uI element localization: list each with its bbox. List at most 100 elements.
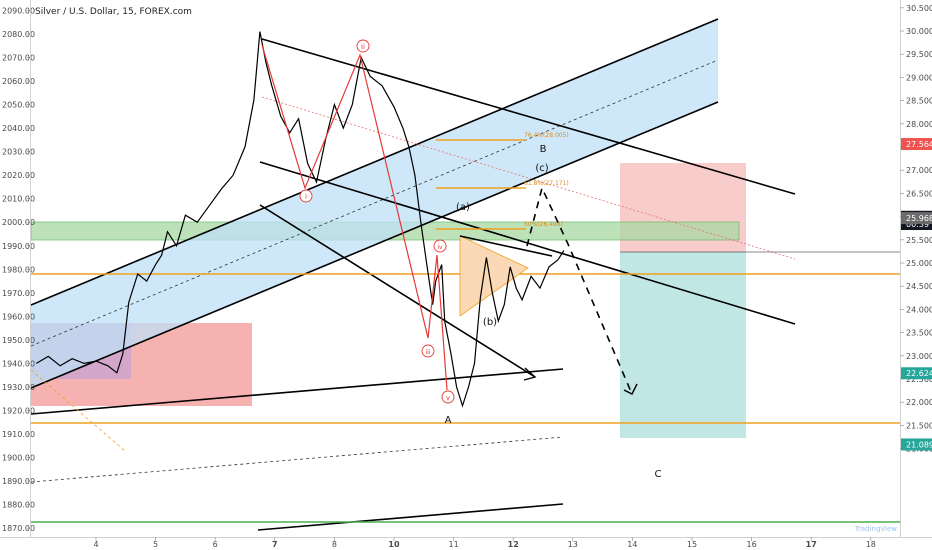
right-tick-label: 23.000 — [906, 352, 932, 361]
wave-ii-label: ii — [361, 43, 365, 51]
left-tick-label: 1960.00 — [2, 312, 35, 321]
time-tick-label: 8 — [332, 540, 337, 549]
price-tag-label: 00:39 — [906, 220, 929, 229]
right-tick-label: 24.000 — [906, 305, 932, 314]
upper-downtrend-line — [261, 38, 796, 195]
wave-C-label: C — [655, 469, 662, 480]
left-tick-label: 1990.00 — [2, 242, 35, 251]
rising-channel — [30, 18, 719, 389]
price-tag-label: 22.624 — [906, 369, 932, 378]
left-tick-label: 2070.00 — [2, 54, 35, 63]
channel-upper-line — [30, 18, 719, 306]
left-tick-label: 1970.00 — [2, 289, 35, 298]
right-tick-label: 28.500 — [906, 97, 932, 106]
left-tick-label: 1890.00 — [2, 477, 35, 486]
right-tick-label: 30.000 — [906, 27, 932, 36]
time-tick-label: 17 — [806, 540, 817, 549]
fib-50-label: 50%(26.498) — [524, 221, 563, 228]
left-tick-label: 1940.00 — [2, 359, 35, 368]
left-tick-label: 1930.00 — [2, 383, 35, 392]
left-tick-label: 2080.00 — [2, 30, 35, 39]
wave-v-circle — [441, 390, 455, 404]
target-zone — [620, 252, 746, 438]
orange-dotted-line — [30, 369, 126, 452]
left-tick-label: 1910.00 — [2, 430, 35, 439]
right-tick-label: 25.500 — [906, 236, 932, 245]
wave-A-label: A — [445, 415, 452, 426]
wave-c-label: (c) — [535, 163, 548, 174]
time-tick-label: 7 — [272, 540, 278, 549]
right-tick-label: 21.500 — [906, 421, 932, 430]
lower-downtrend-arrow-line — [259, 204, 536, 378]
left-tick-label: 1870.00 — [2, 524, 35, 533]
time-tick-label: 11 — [449, 540, 459, 549]
chart-title: Silver / U.S. Dollar, 15, FOREX.com — [35, 7, 192, 17]
price-tag-label: 21.089 — [906, 440, 932, 449]
wave-ii-circle — [356, 39, 370, 53]
wave-iii-circle — [421, 344, 435, 358]
right-tick-label: 22.000 — [906, 398, 932, 407]
zones-layer — [30, 163, 746, 438]
wave-a-label: (a) — [456, 202, 470, 213]
wave-v-label: v — [446, 394, 450, 402]
time-tick-label: 10 — [388, 540, 400, 549]
left-tick-label: 2020.00 — [2, 171, 35, 180]
wave-b-label: (b) — [483, 317, 497, 328]
price-tag-label: 27.564 — [906, 140, 932, 149]
left-tick-label: 1950.00 — [2, 336, 35, 345]
triangle-upper-line — [459, 235, 553, 257]
left-tick-label: 1900.00 — [2, 454, 35, 463]
price-tag — [901, 367, 932, 380]
triangle-fill — [459, 235, 529, 317]
rising-support-line — [30, 368, 564, 415]
right-tick-label: 29.500 — [906, 50, 932, 59]
left-tick-label: 1980.00 — [2, 265, 35, 274]
red-dotted-line — [261, 96, 796, 260]
wave-labels: ii i iii iv v A B C (a) (b) (c) — [299, 39, 662, 480]
left-tick-label: 2000.00 — [2, 218, 35, 227]
bottom-rising-line — [257, 503, 564, 531]
left-tick-label: 2010.00 — [2, 195, 35, 204]
time-tick-label: 5 — [153, 540, 158, 549]
price-tag — [901, 438, 932, 451]
right-tick-label: 22.500 — [906, 375, 932, 384]
left-tick-label: 2030.00 — [2, 148, 35, 157]
channel-fill — [31, 19, 718, 388]
wave-i-circle — [299, 189, 313, 203]
price-tag-label: 25.968 — [906, 214, 932, 223]
left-tick-label: 2060.00 — [2, 77, 35, 86]
price-tag — [901, 212, 932, 225]
left-tick-label: 2050.00 — [2, 101, 35, 110]
right-tick-label: 28.000 — [906, 120, 932, 129]
time-tick-label: 15 — [687, 540, 697, 549]
time-tick-label: 12 — [508, 540, 519, 549]
time-tick-label: 18 — [866, 540, 876, 549]
time-tick-label: 6 — [213, 540, 218, 549]
time-tick-label: 13 — [568, 540, 578, 549]
watermark: TradingView — [854, 525, 898, 533]
wave-iv-circle — [433, 239, 447, 253]
right-tick-label: 27.000 — [906, 166, 932, 175]
wave-iv-label: iv — [437, 244, 443, 251]
time-axis[interactable]: 4 5 6 7 8 10 11 12 13 14 15 16 17 18 — [93, 537, 876, 549]
wave-zigzag — [261, 44, 448, 391]
right-tick-label: 30.500 — [906, 4, 932, 13]
channel-lower-line — [30, 101, 719, 389]
left-tick-label: 2090.00 — [2, 6, 35, 15]
time-tick-label: 14 — [627, 540, 637, 549]
left-tick-label: 2040.00 — [2, 124, 35, 133]
left-tick-label: 1880.00 — [2, 501, 35, 510]
left-tick-label: 1920.00 — [2, 406, 35, 415]
left-price-axis[interactable]: 1870.00 1880.00 1890.00 1900.00 1910.00 1920.… — [2, 6, 35, 533]
wave-B-label: B — [540, 144, 547, 155]
time-tick-label: 4 — [93, 540, 98, 549]
wave-iii-label: iii — [425, 349, 430, 356]
projection-path — [526, 185, 633, 395]
wave-i-label: i — [305, 193, 307, 201]
price-tag — [901, 138, 932, 151]
projection-arrow — [623, 383, 638, 395]
arrow-head — [523, 367, 537, 381]
triangle-pattern — [459, 235, 553, 317]
